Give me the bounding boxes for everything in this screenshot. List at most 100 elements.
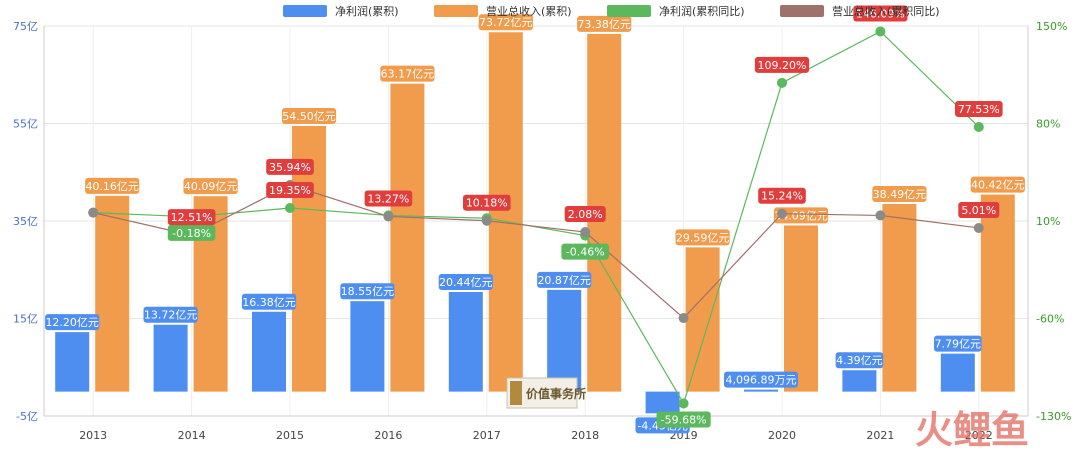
legend-swatch[interactable] xyxy=(283,5,327,17)
revenue-yoy-label-text: 5.01% xyxy=(961,204,996,217)
net-profit-bar[interactable] xyxy=(350,301,385,392)
revenue-yoy-label-text: 2.08% xyxy=(568,208,603,221)
net-profit-yoy-label-bg xyxy=(754,56,810,73)
revenue-data-label: 34.09亿元 xyxy=(773,207,829,224)
line-label-layer: -0.18% 19.35% -0.46% -59.68% 109.20% 146.09% 7… xyxy=(167,5,1003,428)
bar-layer xyxy=(55,32,1015,414)
y-right-tick-label: 10% xyxy=(1036,215,1060,228)
revenue-yoy-point[interactable] xyxy=(777,208,787,219)
y-right-tick-label: -130% xyxy=(1036,410,1071,423)
revenue-data-label-bg xyxy=(183,178,238,195)
net-profit-yoy-label-text: -0.18% xyxy=(172,227,211,240)
revenue-yoy-point[interactable] xyxy=(580,227,591,238)
net-profit-yoy-point[interactable] xyxy=(973,121,984,132)
net-profit-bar[interactable] xyxy=(448,291,483,392)
revenue-yoy-label-text: 12.51% xyxy=(171,211,213,224)
legend[interactable]: 净利润(累积) 营业总收入(累积) 净利润(累积同比) 营业总收入(累积同比) xyxy=(283,4,940,18)
x-tick-label: 2013 xyxy=(79,429,107,442)
revenue-yoy-point[interactable] xyxy=(88,207,99,218)
revenue-yoy-point[interactable] xyxy=(678,313,689,324)
net-profit-data-label-text: 18.55亿元 xyxy=(341,285,395,298)
net-profit-yoy-point[interactable] xyxy=(285,202,295,213)
net-profit-data-label: 13.72亿元 xyxy=(143,306,198,323)
net-profit-bar[interactable] xyxy=(744,389,778,392)
bar-label-layer: 12.20亿元 13.72亿元 16.38亿元 18.55亿元 20.44亿元 20.87… xyxy=(45,14,1025,434)
revenue-bar[interactable] xyxy=(390,83,425,392)
revenue-yoy-label: 15.24% xyxy=(758,187,806,204)
net-profit-yoy-point[interactable] xyxy=(875,26,886,37)
revenue-data-label-text: 40.42亿元 xyxy=(971,179,1025,192)
revenue-data-label-bg xyxy=(773,207,829,224)
revenue-data-label-text: 40.16亿元 xyxy=(85,180,139,193)
net-profit-yoy-label-text: 19.35% xyxy=(269,184,311,197)
revenue-data-label-text: 34.09亿元 xyxy=(774,209,828,222)
x-tick-label: 2016 xyxy=(374,429,402,442)
revenue-bar[interactable] xyxy=(685,247,720,392)
revenue-data-label-bg xyxy=(577,15,632,32)
net-profit-bar[interactable] xyxy=(153,324,188,392)
revenue-yoy-point[interactable] xyxy=(383,211,394,222)
net-profit-yoy-point[interactable] xyxy=(777,77,787,88)
net-profit-bar[interactable] xyxy=(252,311,286,392)
revenue-data-label: 38.49亿元 xyxy=(872,185,927,202)
revenue-data-label: 73.38亿元 xyxy=(577,15,632,32)
revenue-yoy-label: 2.08% xyxy=(564,206,606,223)
revenue-yoy-point[interactable] xyxy=(481,215,492,226)
revenue-data-label-text: 63.17亿元 xyxy=(381,68,435,81)
net-profit-data-label-bg xyxy=(835,352,884,369)
revenue-yoy-label-bg xyxy=(463,194,511,211)
revenue-bar[interactable] xyxy=(784,225,818,392)
revenue-yoy-label: 13.27% xyxy=(364,190,413,207)
y-left-tick-label: 35亿 xyxy=(13,215,38,228)
net-profit-yoy-label-bg xyxy=(167,224,216,241)
revenue-bar[interactable] xyxy=(882,203,917,392)
corner-logo-text: 火鲤鱼 xyxy=(915,408,1029,449)
net-profit-yoy-label-bg xyxy=(561,243,609,260)
revenue-data-label: 63.17亿元 xyxy=(380,65,435,82)
legend-item[interactable]: 净利润(累积同比) xyxy=(607,4,745,18)
legend-label[interactable]: 营业总收入(累积) xyxy=(486,4,572,18)
revenue-yoy-label-bg xyxy=(564,206,606,223)
revenue-data-label-bg xyxy=(281,107,337,124)
legend-swatch[interactable] xyxy=(780,5,824,17)
net-profit-bar[interactable] xyxy=(842,370,877,392)
revenue-yoy-label: 10.18% xyxy=(463,194,511,211)
net-profit-data-label-bg xyxy=(537,271,592,288)
revenue-yoy-point[interactable] xyxy=(875,210,886,221)
legend-label[interactable]: 营业总收入(累积同比) xyxy=(832,4,940,18)
revenue-yoy-label-text: 10.18% xyxy=(466,197,508,210)
x-tick-label: 2014 xyxy=(178,429,206,442)
legend-item[interactable]: 营业总收入(累积) xyxy=(434,4,572,18)
net-profit-yoy-label: -59.68% xyxy=(656,411,711,428)
revenue-yoy-point[interactable] xyxy=(973,222,984,233)
legend-swatch[interactable] xyxy=(434,5,478,17)
x-tick-label: 2017 xyxy=(473,429,501,442)
revenue-bar[interactable] xyxy=(95,195,130,392)
net-profit-yoy-label: 77.53% xyxy=(955,100,1003,117)
legend-swatch[interactable] xyxy=(607,5,651,17)
legend-label[interactable]: 净利润(累积) xyxy=(335,4,399,18)
legend-item[interactable]: 营业总收入(累积同比) xyxy=(780,4,940,18)
net-profit-bar[interactable] xyxy=(940,353,975,392)
net-profit-bar[interactable] xyxy=(55,332,90,392)
net-profit-bar[interactable] xyxy=(645,391,680,414)
legend-label[interactable]: 净利润(累积同比) xyxy=(659,4,745,18)
net-profit-data-label: 4,096.89万元 xyxy=(724,371,798,388)
revenue-yoy-label: 35.94% xyxy=(266,158,314,175)
net-profit-yoy-point[interactable] xyxy=(678,398,689,409)
y-left-tick-label: 75亿 xyxy=(13,20,38,33)
revenue-data-label-bg xyxy=(970,176,1025,193)
net-profit-data-label-bg xyxy=(45,314,100,331)
revenue-bar[interactable] xyxy=(488,32,523,392)
revenue-yoy-label-bg xyxy=(758,187,806,204)
y-right-tick-label: -60% xyxy=(1036,313,1064,326)
revenue-yoy-label-bg xyxy=(958,201,1000,218)
net-profit-data-label: 12.20亿元 xyxy=(45,314,100,331)
x-tick-label: 2015 xyxy=(276,429,304,442)
revenue-data-label: 29.59亿元 xyxy=(675,229,730,246)
center-logo-mark xyxy=(510,381,522,405)
legend-item[interactable]: 净利润(累积) xyxy=(283,4,399,18)
revenue-bar[interactable] xyxy=(980,194,1015,392)
net-profit-bar[interactable] xyxy=(547,289,582,392)
x-tick-label: 2022 xyxy=(965,429,993,442)
